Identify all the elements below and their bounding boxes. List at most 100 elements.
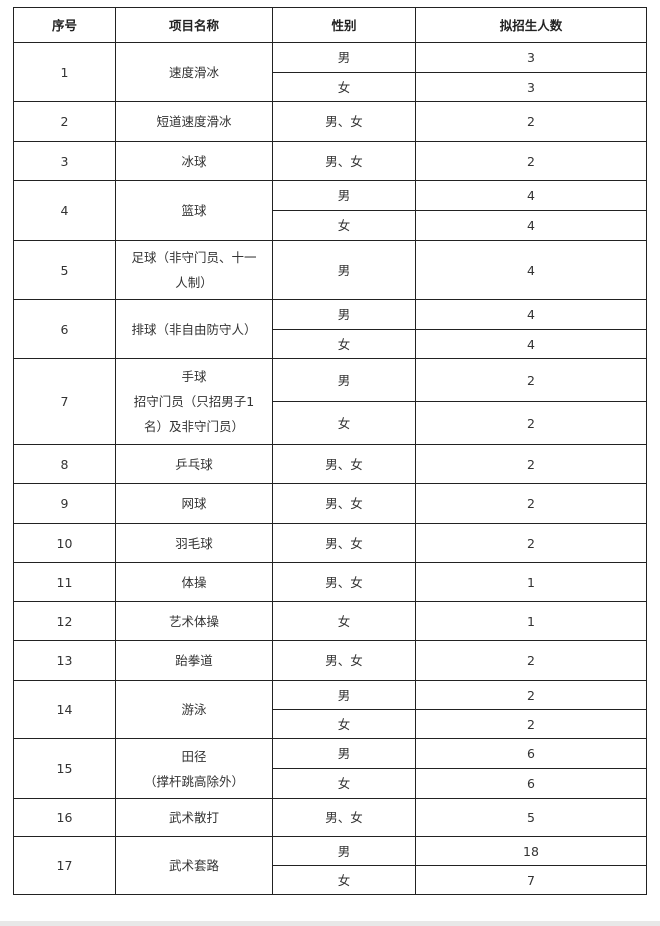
table-row: 8 乒乓球 男、女 2 bbox=[13, 444, 647, 484]
table-row: 10 羽毛球 男、女 2 bbox=[13, 523, 647, 563]
gender: 女 bbox=[272, 709, 416, 739]
row-number: 8 bbox=[13, 444, 116, 484]
gender: 男、女 bbox=[272, 141, 416, 181]
table-row: 2 短道速度滑冰 男、女 2 bbox=[13, 101, 647, 142]
row-number: 10 bbox=[13, 523, 116, 563]
project-name-line: 跆拳道 bbox=[175, 653, 213, 668]
gender: 男、女 bbox=[272, 562, 416, 602]
header-row: 序号 项目名称 性别 拟招生人数 bbox=[13, 7, 647, 43]
project-name-line: 短道速度滑冰 bbox=[156, 114, 232, 129]
enrollment-count: 2 bbox=[415, 523, 647, 563]
gender: 男、女 bbox=[272, 483, 416, 524]
project-name-line: 武术套路 bbox=[168, 858, 219, 873]
enrollment-count: 2 bbox=[415, 141, 647, 181]
project-name-line: 速度滑冰 bbox=[168, 64, 219, 80]
gender: 男 bbox=[272, 836, 416, 866]
project-name: 跆拳道 bbox=[115, 640, 273, 681]
enrollment-count: 4 bbox=[415, 210, 647, 241]
table-row: 4 篮球男 4 bbox=[13, 180, 647, 241]
row-number: 15 bbox=[13, 738, 116, 799]
enrollment-count: 3 bbox=[415, 72, 647, 102]
header-gender: 性别 bbox=[272, 7, 416, 43]
enrollment-count: 4 bbox=[415, 240, 647, 300]
row-number: 5 bbox=[13, 240, 116, 300]
gender: 男、女 bbox=[272, 444, 416, 484]
row-number: 9 bbox=[13, 483, 116, 524]
project-name: 网球 bbox=[115, 483, 273, 524]
project-name-line: 招守门员（只招男子1 bbox=[133, 394, 255, 409]
gender: 男 bbox=[272, 299, 416, 330]
project-name-line: 手球 bbox=[181, 369, 207, 384]
gender: 男 bbox=[272, 180, 416, 211]
project-name: 艺术体操 bbox=[115, 601, 273, 641]
table-row: 3 冰球 男、女 2 bbox=[13, 141, 647, 181]
table-row: 5 足球（非守门员、十一 人制）男 4 bbox=[13, 240, 647, 300]
header-no: 序号 bbox=[13, 7, 116, 43]
row-number: 16 bbox=[13, 798, 116, 837]
gender: 男、女 bbox=[272, 523, 416, 563]
table-row: 7 手球 招守门员（只招男子1 名）及非守门员） 男 2 bbox=[13, 358, 647, 445]
project-name: 游泳 bbox=[115, 680, 273, 739]
row-number: 14 bbox=[13, 680, 116, 739]
gender: 男 bbox=[272, 738, 416, 769]
enrollment-count: 2 bbox=[415, 444, 647, 484]
enrollment-count: 2 bbox=[415, 483, 647, 524]
project-name: 冰球 bbox=[115, 141, 273, 181]
gender: 女 bbox=[272, 401, 416, 445]
gender: 女 bbox=[272, 865, 416, 895]
enrollment-count: 1 bbox=[415, 601, 647, 641]
project-name: 乒乓球 bbox=[115, 444, 273, 484]
header-name: 项目名称 bbox=[115, 7, 273, 43]
project-name: 短道速度滑冰 bbox=[115, 101, 273, 142]
enrollment-count: 1 bbox=[415, 562, 647, 602]
enrollment-count: 4 bbox=[415, 180, 647, 211]
project-name: 足球（非守门员、十一 人制） bbox=[115, 240, 273, 300]
enrollment-count: 4 bbox=[415, 329, 647, 359]
row-number: 1 bbox=[13, 42, 116, 102]
enrollment-count: 7 bbox=[415, 865, 647, 895]
table-row: 11 体操 男、女 1 bbox=[13, 562, 647, 602]
gender: 男 bbox=[272, 240, 416, 300]
table-row: 16 武术散打 男、女 5 bbox=[13, 798, 647, 837]
project-name-line: 田径 bbox=[181, 748, 207, 764]
row-number: 2 bbox=[13, 101, 116, 142]
project-name: 手球招守门员（只招男子1 名）及非守门员） bbox=[115, 358, 273, 445]
enrollment-count: 18 bbox=[415, 836, 647, 866]
project-name: 体操 bbox=[115, 562, 273, 602]
row-number: 13 bbox=[13, 640, 116, 681]
table-row: 12 艺术体操 女 1 bbox=[13, 601, 647, 641]
table-row: 14 游泳 男 2 bbox=[13, 680, 647, 739]
enrollment-count: 2 bbox=[415, 358, 647, 402]
gender: 男 bbox=[272, 680, 416, 710]
gender: 男、女 bbox=[272, 640, 416, 681]
project-name-line: 名）及非守门员） bbox=[143, 419, 244, 434]
enrollment-count: 2 bbox=[415, 709, 647, 739]
project-name-line: 羽毛球 bbox=[175, 535, 213, 551]
gender: 女 bbox=[272, 601, 416, 641]
enrollment-count: 2 bbox=[415, 401, 647, 445]
enrollment-count: 4 bbox=[415, 299, 647, 330]
enrollment-count: 3 bbox=[415, 42, 647, 73]
project-name: 篮球 bbox=[115, 180, 273, 241]
project-name-line: 游泳 bbox=[181, 702, 207, 717]
project-name-line: 足球（非守门员、十一 bbox=[131, 250, 257, 265]
table-row: 6 排球（非自由防守人） 男 4 bbox=[13, 299, 647, 359]
row-number: 11 bbox=[13, 562, 116, 602]
table-row: 17 武术套路 男 18 bbox=[13, 836, 647, 895]
project-name-line: 艺术体操 bbox=[168, 613, 219, 629]
header-count: 拟招生人数 bbox=[415, 7, 647, 43]
enrollment-count: 6 bbox=[415, 768, 647, 799]
gender: 男、女 bbox=[272, 798, 416, 837]
project-name: 田径 （撑杆跳高除外） bbox=[115, 738, 273, 799]
project-name-line: （撑杆跳高除外） bbox=[143, 773, 244, 789]
gender: 女 bbox=[272, 210, 416, 241]
project-name-line: 网球 bbox=[181, 496, 207, 511]
row-number: 7 bbox=[13, 358, 116, 445]
table-row: 1 速度滑冰 男 3 bbox=[13, 42, 647, 102]
enrollment-count: 2 bbox=[415, 101, 647, 142]
project-name: 武术套路 bbox=[115, 836, 273, 895]
project-name: 速度滑冰 bbox=[115, 42, 273, 102]
gender: 女 bbox=[272, 768, 416, 799]
